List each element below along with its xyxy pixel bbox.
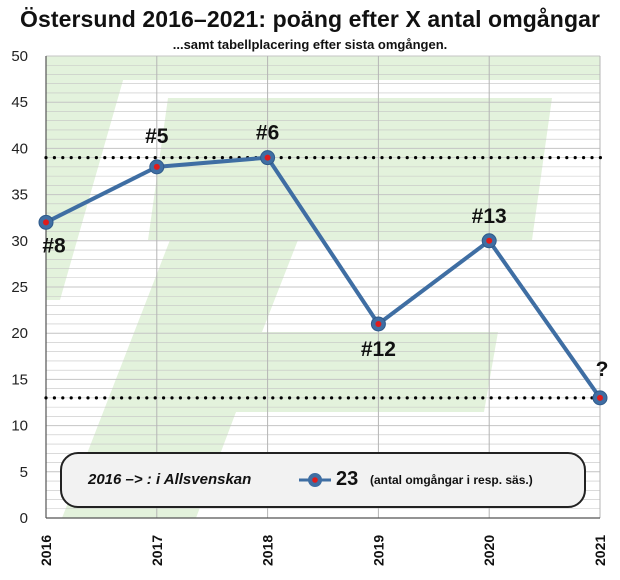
series-polyline (45, 155, 602, 400)
data-point (260, 150, 276, 166)
x-tick-label: 2018 (260, 535, 276, 566)
point-center (375, 320, 382, 327)
legend-box: 2016 –> : i Allsvenskan 23 (antal omgång… (60, 452, 586, 508)
point-label: #6 (256, 122, 279, 145)
x-tick-label: 2016 (38, 535, 54, 566)
point-label: ? (596, 358, 609, 381)
y-tick-label: 35 (11, 187, 28, 204)
y-tick-label: 0 (20, 510, 28, 527)
data-points (38, 150, 608, 406)
y-tick-label: 10 (11, 418, 28, 435)
x-tick-label: 2020 (481, 535, 497, 566)
point-label: #5 (145, 125, 169, 148)
point-center (43, 219, 49, 226)
point-center (486, 237, 493, 244)
reference-lines (44, 156, 608, 400)
legend-note: (antal omgångar i resp. säs.) (370, 473, 533, 487)
axes (45, 56, 600, 519)
y-tick-label: 45 (11, 94, 28, 111)
x-tick-labels: 2016 2017 2018 2019 2020 2021 (38, 535, 608, 566)
logo-left-edge (46, 56, 130, 300)
x-tick-label: 2019 (370, 535, 386, 566)
data-point (149, 159, 165, 175)
legend-value: 23 (336, 468, 359, 490)
y-tick-label: 40 (11, 140, 28, 157)
point-label: #8 (42, 234, 66, 257)
data-point (481, 233, 497, 249)
point-center (264, 154, 271, 161)
point-label: #13 (472, 205, 507, 228)
y-tick-label: 20 (11, 325, 28, 342)
x-tick-label: 2017 (149, 535, 165, 566)
y-tick-labels: 0 5 10 15 20 25 30 35 40 45 50 (11, 48, 28, 527)
logo-upper-bar (148, 98, 552, 240)
y-tick-label: 15 (11, 371, 28, 388)
y-tick-label: 5 (20, 464, 28, 481)
point-labels: #8 #5 #6 #12 #13? (42, 122, 608, 381)
chart-title: Östersund 2016–2021: poäng efter X antal… (19, 6, 601, 32)
point-label: #12 (361, 338, 396, 361)
data-point (38, 214, 54, 230)
legend-marker-icon (299, 473, 331, 487)
y-tick-label: 30 (11, 233, 28, 250)
x-tick-label: 2021 (592, 535, 608, 566)
point-center (597, 394, 603, 401)
y-tick-label: 50 (11, 48, 28, 65)
point-center (153, 163, 160, 170)
logo-top-band (46, 56, 600, 80)
chart-subtitle: ...samt tabellplacering efter sista omgå… (172, 37, 448, 52)
data-point (370, 316, 386, 332)
y-tick-label: 25 (11, 279, 28, 296)
legend-label: 2016 –> : i Allsvenskan (88, 471, 252, 488)
series-line (45, 155, 602, 400)
data-point (592, 390, 608, 406)
